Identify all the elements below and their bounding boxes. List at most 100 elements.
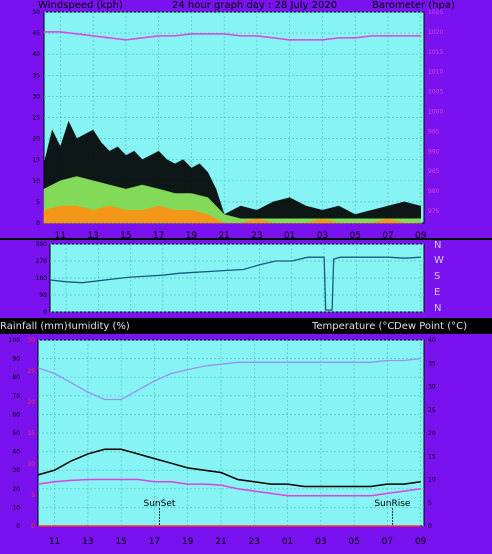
rain-ytick-label-4: 20: [27, 399, 35, 406]
rain-ytick-label-5: 25: [27, 368, 35, 375]
dewpoint-series: [37, 478, 421, 497]
rain-ytick-label-2: 10: [27, 461, 35, 468]
temp-xtick-label-6: 23: [249, 537, 260, 547]
wind-xtick-label-10: 07: [382, 231, 393, 241]
wind-ytick-label-6: 30: [32, 93, 40, 100]
temperature-ytick-label-7: 35: [428, 360, 436, 367]
rain-ytick-label-1: 5: [31, 492, 35, 499]
humidity-ytick-label-5: 50: [12, 430, 20, 437]
direction-label-n-bottom: N: [434, 303, 442, 314]
wind-xtick-label-2: 15: [120, 231, 131, 241]
barometer-ytick-label-7: 1010: [428, 69, 443, 76]
direction-ytick-label-0: 0: [43, 309, 47, 316]
humidity-series: [37, 357, 421, 401]
temp-xtick-label-0: 11: [49, 537, 60, 547]
wind-xtick-label-3: 17: [153, 231, 164, 241]
wind-ytick-label-7: 35: [32, 72, 40, 79]
temperature-ytick-label-1: 5: [428, 500, 432, 507]
wind-low-series: [43, 205, 421, 224]
barometer-ytick-label-8: 1015: [428, 49, 443, 56]
wind-ytick-label-1: 5: [36, 199, 40, 206]
chart-title: 24 hour graph day : 28 July 2020: [172, 0, 338, 11]
temperature-series: [37, 448, 421, 488]
wind-ytick-label-8: 40: [32, 51, 40, 58]
humidity-ytick-label-4: 40: [12, 449, 20, 456]
humidity-ytick-label-7: 70: [12, 393, 20, 400]
humidity-ytick-label-0: 0: [16, 523, 20, 530]
direction-label-n-top: N: [434, 240, 442, 251]
barometer-axis-title: Barometer (hpa): [372, 0, 455, 11]
temp-xtick-label-2: 15: [115, 537, 126, 547]
temperature-ytick-label-2: 10: [428, 477, 436, 484]
humidity-axis-title: Humidity (%): [64, 321, 130, 333]
temperature-ytick-label-4: 20: [428, 430, 436, 437]
barometer-series: [44, 31, 421, 41]
rain-ytick-label-3: 15: [27, 430, 35, 437]
direction-ytick-label-4: 360: [36, 241, 48, 248]
wind-xtick-label-1: 13: [87, 231, 98, 241]
direction-label-s: S: [434, 271, 441, 282]
wind-ytick-label-0: 0: [36, 220, 40, 227]
humidity-ytick-label-2: 20: [12, 486, 20, 493]
temp-xtick-label-8: 03: [315, 537, 326, 547]
direction-ytick-label-1: 90: [39, 292, 47, 299]
barometer-ytick-label-5: 1000: [428, 109, 443, 116]
temperature-ytick-label-0: 0: [428, 523, 432, 530]
barometer-ytick-label-10: 1025: [428, 9, 443, 16]
direction-label-w: W: [434, 255, 444, 266]
temp-xtick-label-9: 05: [348, 537, 359, 547]
humidity-ytick-label-10: 100: [9, 337, 21, 344]
temperature-ytick-label-6: 30: [428, 384, 436, 391]
direction-series: [49, 256, 421, 311]
wind-xtick-label-6: 23: [251, 231, 262, 241]
wind-ytick-label-4: 20: [32, 136, 40, 143]
wind-xtick-label-4: 19: [186, 231, 198, 241]
humidity-ytick-label-8: 80: [12, 374, 20, 381]
wind-ytick-label-9: 45: [32, 30, 40, 37]
temperature-ytick-label-5: 25: [428, 407, 436, 414]
sunset-annotation: SunSet: [144, 499, 176, 509]
temp-xtick-label-5: 21: [215, 537, 226, 547]
rain-ytick-label-0: 0: [31, 523, 35, 530]
barometer-ytick-label-2: 985: [428, 168, 440, 175]
temp-xtick-label-10: 07: [382, 537, 393, 547]
humidity-ytick-label-6: 60: [12, 411, 20, 418]
rain-ytick-label-6: 30: [27, 337, 35, 344]
temp-xtick-label-4: 19: [182, 537, 194, 547]
direction-label-e: E: [434, 287, 441, 298]
windspeed-axis-title: Windspeed (kph): [38, 0, 123, 11]
direction-plot-area: [49, 243, 425, 313]
temperature-ytick-label-8: 40: [428, 337, 436, 344]
wind-xtick-label-9: 05: [349, 231, 360, 241]
wind-ytick-label-5: 25: [32, 115, 40, 122]
wind-xtick-label-5: 21: [218, 231, 229, 241]
temperature-ytick-label-3: 15: [428, 453, 436, 460]
barometer-ytick-label-0: 975: [428, 208, 440, 215]
wind-ytick-label-2: 10: [32, 178, 40, 185]
direction-ytick-label-2: 180: [36, 275, 48, 282]
wind-xtick-label-7: 01: [284, 231, 295, 241]
rainfall-axis-title-text: Rainfall (mm): [0, 321, 68, 333]
humidity-ytick-label-3: 30: [12, 467, 20, 474]
temp-xtick-label-1: 13: [82, 537, 93, 547]
wind-ytick-label-3: 15: [32, 157, 40, 164]
sunrise-annotation: SunRise: [374, 499, 411, 509]
direction-ytick-label-3: 270: [36, 258, 48, 265]
barometer-ytick-label-1: 980: [428, 188, 440, 195]
wind-xtick-label-0: 11: [55, 231, 66, 241]
humidity-ytick-label-1: 10: [12, 504, 20, 511]
temp-xtick-label-3: 17: [149, 537, 160, 547]
temperature-axis-title: Temperature (°C): [312, 321, 399, 333]
temp-xtick-label-11: 09: [415, 537, 427, 547]
barometer-ytick-label-4: 995: [428, 128, 440, 135]
wind-xtick-label-11: 09: [415, 231, 427, 241]
temp-xtick-label-7: 01: [282, 537, 293, 547]
humidity-ytick-label-9: 90: [12, 356, 20, 363]
wind-ytick-label-10: 50: [32, 9, 40, 16]
barometer-ytick-label-9: 1020: [428, 29, 443, 36]
barometer-ytick-label-6: 1005: [428, 89, 443, 96]
wind-xtick-label-8: 03: [317, 231, 328, 241]
dewpoint-axis-title: Dew Point (°C): [394, 321, 468, 333]
